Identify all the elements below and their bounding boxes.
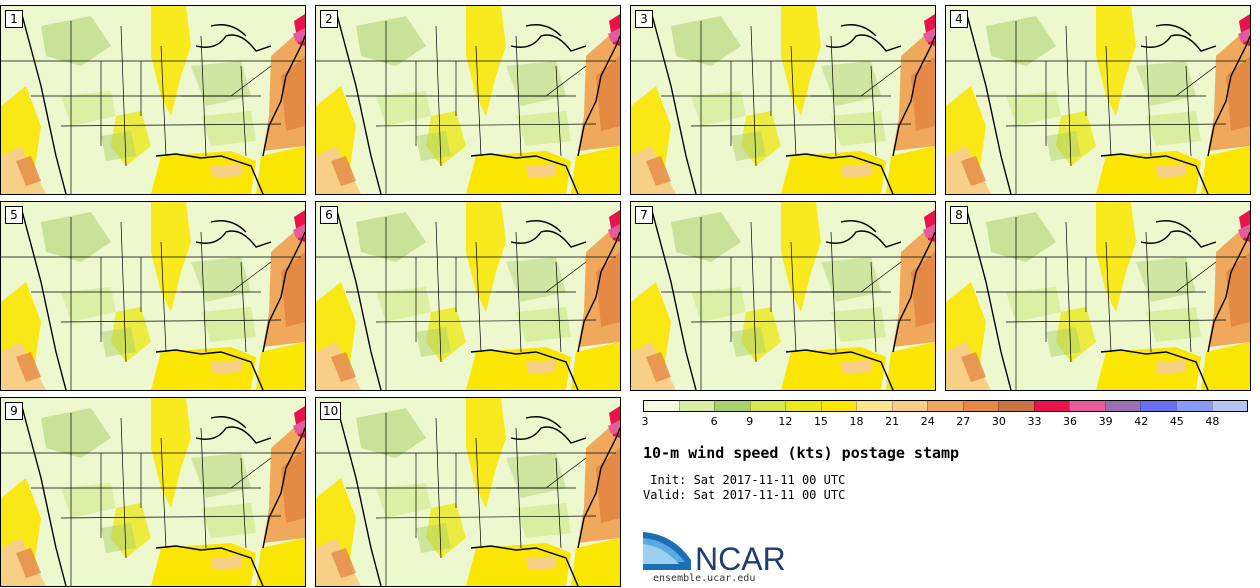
- wind-map: [1, 6, 305, 194]
- stamp-number: 2: [320, 10, 338, 28]
- stamp-number: 1: [5, 10, 23, 28]
- init-time: Init: Sat 2017-11-11 00 UTC: [643, 473, 846, 487]
- legend-swatch: [785, 401, 821, 411]
- stamp-7: 7: [630, 201, 936, 391]
- legend-swatch: [856, 401, 892, 411]
- legend-swatch: [1069, 401, 1105, 411]
- stamp-number: 9: [5, 402, 23, 420]
- legend-tick-label: 12: [778, 415, 793, 428]
- stamp-4: 4: [945, 5, 1251, 195]
- color-legend-bar: [643, 400, 1248, 412]
- legend-tick-label: 45: [1169, 415, 1184, 428]
- stamp-8: 8: [945, 201, 1251, 391]
- stamp-6: 6: [315, 201, 621, 391]
- legend-tick-label: 42: [1134, 415, 1149, 428]
- legend-swatch: [1104, 401, 1141, 411]
- legend-tick-label: 27: [956, 415, 971, 428]
- legend-tick-label: 48: [1205, 415, 1220, 428]
- legend-tick-label: 33: [1027, 415, 1042, 428]
- legend-swatch: [644, 401, 679, 411]
- stamp-number: 5: [5, 206, 23, 224]
- wind-map: [316, 398, 620, 586]
- legend-swatch: [891, 401, 928, 411]
- wind-map: [631, 6, 935, 194]
- stamp-number: 6: [320, 206, 338, 224]
- stamp-9: 9: [0, 397, 306, 587]
- wind-map: [631, 202, 935, 390]
- legend-tick-label: 6: [710, 415, 718, 428]
- wind-map: [946, 6, 1250, 194]
- legend-tick-label: 15: [813, 415, 828, 428]
- legend-swatch: [678, 401, 715, 411]
- stamp-number: 7: [635, 206, 653, 224]
- wind-map: [946, 202, 1250, 390]
- legend-tick-label: 24: [920, 415, 935, 428]
- wind-map: [1, 202, 305, 390]
- legend-tick-label: 30: [991, 415, 1006, 428]
- stamp-1: 1: [0, 5, 306, 195]
- stamp-number: 4: [950, 10, 968, 28]
- stamp-5: 5: [0, 201, 306, 391]
- stamp-10: 10: [315, 397, 621, 587]
- stamp-number: 10: [320, 402, 342, 420]
- ncar-logo-text: NCAR: [695, 541, 786, 576]
- legend-tick-label: 36: [1063, 415, 1078, 428]
- legend-swatch: [749, 401, 786, 411]
- legend-swatch: [998, 401, 1034, 411]
- legend-swatch: [1175, 401, 1212, 411]
- ncar-logo: NCAR: [643, 532, 786, 576]
- legend-tick-label: 21: [885, 415, 900, 428]
- wind-map: [1, 398, 305, 586]
- legend-swatch: [1140, 401, 1176, 411]
- legend-swatch: [962, 401, 999, 411]
- legend-tick-label: 18: [849, 415, 864, 428]
- logo-url: ensemble.ucar.edu: [653, 573, 756, 584]
- chart-title: 10-m wind speed (kts) postage stamp: [643, 444, 960, 462]
- legend-swatch: [714, 401, 750, 411]
- legend-swatch: [820, 401, 857, 411]
- legend-tick-label: 9: [746, 415, 754, 428]
- valid-time: Valid: Sat 2017-11-11 00 UTC: [643, 488, 846, 502]
- stamp-number: 8: [950, 206, 968, 224]
- wind-map: [316, 6, 620, 194]
- legend-tick-label: 39: [1098, 415, 1113, 428]
- wind-map: [316, 202, 620, 390]
- legend-swatch: [1033, 401, 1070, 411]
- stamp-number: 3: [635, 10, 653, 28]
- stamp-3: 3: [630, 5, 936, 195]
- legend-swatch: [927, 401, 963, 411]
- legend-swatch: [1211, 401, 1248, 411]
- stamp-2: 2: [315, 5, 621, 195]
- legend-tick-label: 3: [641, 415, 649, 428]
